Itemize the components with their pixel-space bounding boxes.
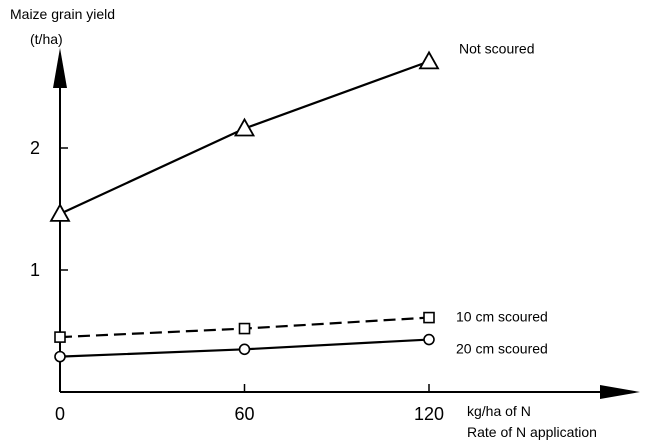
- x-tick-label: 60: [234, 404, 254, 424]
- y-tick-label: 2: [30, 138, 40, 158]
- square-marker: [54, 331, 66, 343]
- circle-marker: [423, 333, 435, 346]
- circle-marker: [54, 350, 66, 363]
- series-line: [59, 60, 430, 215]
- square-marker: [238, 322, 251, 335]
- y-axis-arrow: [53, 48, 67, 88]
- ticks: 0 60 120 1 2: [30, 138, 444, 424]
- y-axis-label-line2: (t/ha): [30, 31, 63, 47]
- axes: [53, 48, 640, 399]
- x-axis-label-line2: Rate of N application: [467, 424, 597, 440]
- triangle-marker: [418, 50, 440, 70]
- circle-marker: [238, 343, 251, 356]
- series-group: Not scoured 10 cm scoured 20 cm scoured: [49, 40, 548, 363]
- x-axis-arrow: [600, 385, 640, 399]
- x-axis-label-line1: kg/ha of N: [467, 403, 531, 419]
- triangle-marker: [233, 117, 256, 137]
- y-axis-label-line1: Maize grain yield: [10, 6, 115, 22]
- series-label: 20 cm scoured: [456, 341, 548, 357]
- series-label: Not scoured: [459, 40, 534, 56]
- x-tick-label: 120: [414, 404, 444, 424]
- x-tick-label: 0: [55, 404, 65, 424]
- series-label: 10 cm scoured: [456, 309, 548, 325]
- triangle-marker: [49, 203, 71, 222]
- square-marker: [423, 311, 435, 324]
- y-tick-label: 1: [30, 260, 40, 280]
